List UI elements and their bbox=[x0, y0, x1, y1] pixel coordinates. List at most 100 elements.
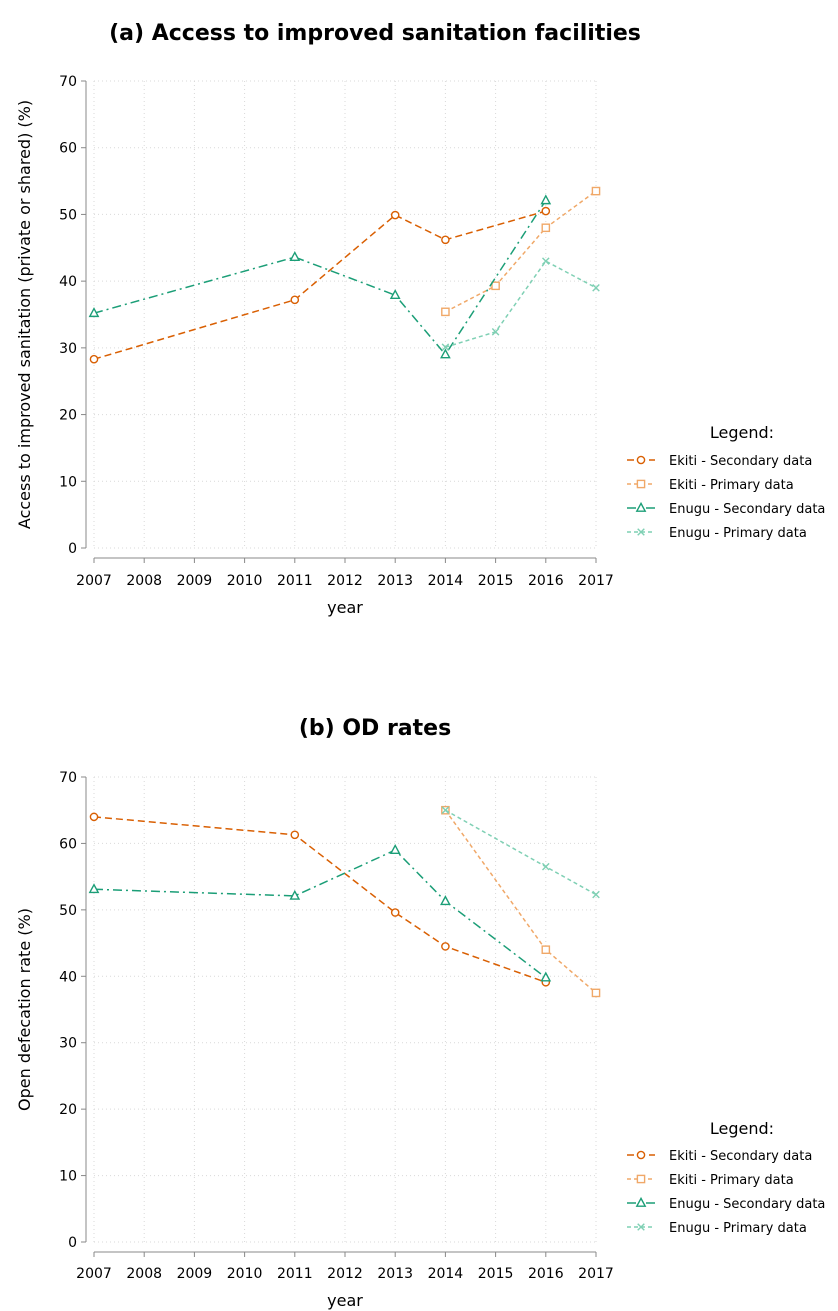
x-tick-label: 2009 bbox=[177, 573, 213, 589]
data-point bbox=[88, 307, 100, 318]
series-enugu-secondary bbox=[88, 843, 552, 982]
legend-title: Legend: bbox=[710, 1119, 774, 1138]
x-tick-label: 2013 bbox=[377, 1266, 413, 1282]
data-point bbox=[441, 307, 450, 317]
y-tick-label: 60 bbox=[59, 141, 77, 157]
data-point bbox=[440, 348, 451, 359]
chart-title: (a) Access to improved sanitation facili… bbox=[109, 21, 641, 46]
legend-swatch-marker bbox=[635, 501, 647, 512]
data-point bbox=[441, 806, 450, 815]
series-line bbox=[445, 190, 597, 313]
data-point bbox=[541, 223, 551, 233]
x-tick-label: 2008 bbox=[126, 573, 162, 589]
data-point bbox=[592, 890, 600, 899]
x-tick-label: 2014 bbox=[428, 573, 464, 589]
x-tick-label: 2008 bbox=[126, 1266, 162, 1282]
legend-item: Ekiti - Primary data bbox=[627, 478, 794, 493]
chart-panel-2: (b) OD rates 0 10 20 30 40 50 60 70 2007 2008 2009 2… bbox=[15, 716, 825, 1310]
x-tick-label: 2007 bbox=[76, 573, 112, 589]
data-point bbox=[542, 862, 550, 871]
y-tick-label: 70 bbox=[59, 770, 77, 786]
legend-item: Ekiti - Secondary data bbox=[627, 454, 812, 469]
data-point bbox=[540, 971, 552, 982]
series-line bbox=[445, 809, 597, 896]
y-tick-label: 60 bbox=[59, 836, 77, 852]
data-point bbox=[89, 812, 99, 822]
data-point bbox=[540, 194, 552, 205]
series-line bbox=[445, 260, 597, 348]
legend-swatch-marker bbox=[636, 1150, 646, 1160]
y-tick-label: 20 bbox=[59, 408, 77, 424]
grid bbox=[93, 776, 597, 1243]
y-tick-label: 20 bbox=[59, 1102, 77, 1118]
legend-label: Enugu - Primary data bbox=[669, 1221, 807, 1236]
data-point bbox=[440, 895, 451, 906]
x-tick-label: 2015 bbox=[478, 573, 514, 589]
legend-label: Enugu - Secondary data bbox=[669, 502, 825, 517]
data-point bbox=[441, 343, 450, 351]
x-tick-label: 2011 bbox=[277, 573, 313, 589]
data-point bbox=[89, 354, 99, 364]
legend-swatch-marker bbox=[637, 528, 645, 536]
grid bbox=[93, 80, 597, 549]
legend-item: Enugu - Secondary data bbox=[627, 1196, 825, 1212]
y-axis-label: Open defecation rate (%) bbox=[15, 908, 34, 1111]
series-line bbox=[444, 809, 597, 994]
x-tick-label: 2011 bbox=[277, 1266, 313, 1282]
chart-panel-1: (a) Access to improved sanitation facili… bbox=[15, 21, 825, 617]
x-tick-label: 2010 bbox=[227, 1266, 263, 1282]
x-tick-label: 2010 bbox=[227, 573, 263, 589]
data-point bbox=[88, 883, 100, 894]
legend-item: Ekiti - Secondary data bbox=[627, 1149, 812, 1164]
x-tick-label: 2012 bbox=[327, 573, 363, 589]
x-tick-label: 2017 bbox=[578, 573, 614, 589]
y-tick-label: 40 bbox=[59, 274, 77, 290]
data-point bbox=[491, 281, 500, 291]
data-point bbox=[441, 235, 450, 245]
data-point bbox=[389, 843, 401, 854]
x-tick-label: 2013 bbox=[377, 573, 413, 589]
data-point bbox=[389, 289, 401, 300]
legend-label: Ekiti - Primary data bbox=[669, 478, 794, 493]
legend-swatch-marker bbox=[635, 1196, 647, 1207]
data-point bbox=[390, 210, 400, 220]
data-point bbox=[542, 257, 550, 265]
series-ekiti-secondary bbox=[89, 206, 551, 364]
y-tick-label: 40 bbox=[59, 969, 77, 985]
y-tick-label: 10 bbox=[59, 1169, 77, 1185]
x-tick-label: 2007 bbox=[76, 1266, 112, 1282]
y-tick-label: 50 bbox=[59, 207, 77, 223]
series-enugu-primary bbox=[441, 806, 600, 899]
data-point bbox=[541, 945, 551, 955]
y-tick-label: 0 bbox=[68, 1235, 77, 1251]
legend-label: Enugu - Primary data bbox=[669, 526, 807, 541]
legend-title: Legend: bbox=[710, 423, 774, 442]
y-tick-label: 50 bbox=[59, 903, 77, 919]
series-enugu-primary bbox=[441, 257, 600, 351]
legend-swatch-marker bbox=[636, 479, 646, 489]
legend-item: Enugu - Primary data bbox=[627, 1221, 807, 1236]
series-line bbox=[93, 816, 547, 983]
x-tick-label: 2017 bbox=[578, 1266, 614, 1282]
y-tick-label: 10 bbox=[59, 474, 77, 490]
data-point bbox=[592, 284, 600, 292]
legend-swatch-marker bbox=[636, 1174, 646, 1184]
data-point bbox=[441, 942, 450, 951]
data-point bbox=[591, 186, 601, 196]
legend-swatch-marker bbox=[637, 1223, 645, 1231]
legend-item: Ekiti - Primary data bbox=[627, 1173, 794, 1188]
legend-label: Ekiti - Secondary data bbox=[669, 454, 812, 469]
x-tick-label: 2012 bbox=[327, 1266, 363, 1282]
y-tick-label: 30 bbox=[59, 341, 77, 357]
x-axis-label: year bbox=[327, 1291, 363, 1310]
series-line bbox=[93, 210, 547, 360]
legend-label: Ekiti - Primary data bbox=[669, 1173, 794, 1188]
x-tick-label: 2016 bbox=[528, 1266, 564, 1282]
data-point bbox=[541, 206, 551, 216]
data-point bbox=[289, 889, 301, 900]
series-line bbox=[93, 200, 547, 356]
series-ekiti-primary bbox=[441, 805, 601, 998]
legend: Legend: Ekiti - Secondary data Ekiti - Pri… bbox=[627, 1119, 825, 1236]
x-axis-label: year bbox=[327, 598, 363, 617]
chart-title: (b) OD rates bbox=[299, 716, 451, 741]
